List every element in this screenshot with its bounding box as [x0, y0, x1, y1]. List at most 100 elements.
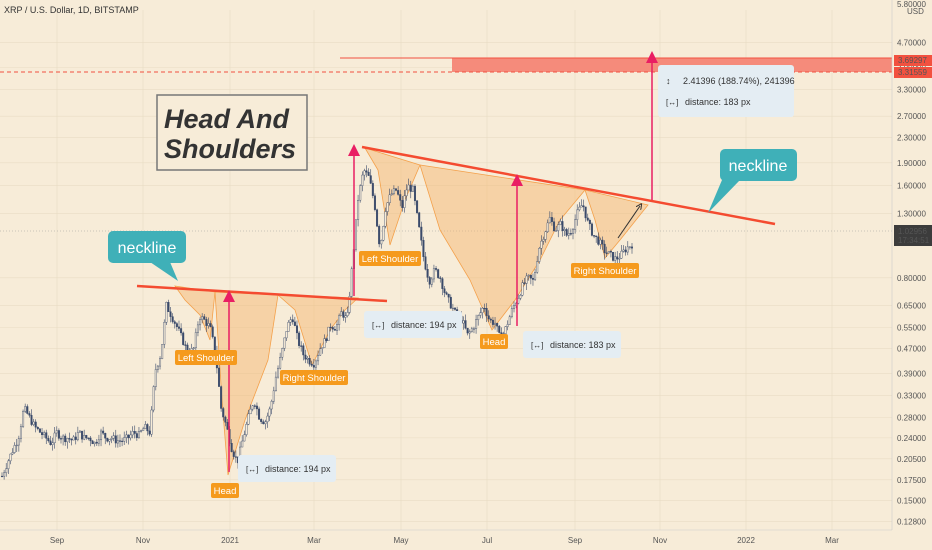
candle-body — [521, 282, 524, 296]
candle-body — [331, 327, 334, 330]
candle-body — [135, 433, 138, 438]
candle-body — [572, 229, 575, 234]
axis-top-value: 5.80000 — [897, 0, 926, 9]
candle-body — [487, 315, 490, 320]
candle-body — [161, 344, 164, 359]
price-flag-2-text: 3.31559 — [898, 68, 927, 77]
candle-body — [28, 413, 31, 416]
candle-body — [359, 185, 362, 201]
candle-body — [70, 438, 73, 441]
candle-body — [605, 252, 608, 254]
candle-body — [481, 307, 484, 313]
candle-body — [519, 295, 522, 299]
candle-body — [413, 185, 416, 201]
candle-body — [81, 430, 84, 440]
candle-body — [557, 224, 560, 231]
candle-body — [201, 316, 204, 320]
candle-body — [203, 316, 206, 320]
measure-box-3-text: distance: 183 px — [550, 340, 616, 350]
candle-body — [241, 440, 244, 448]
candle-body — [209, 323, 212, 328]
candle-body — [588, 220, 591, 225]
candle-body — [177, 326, 180, 329]
candle-body — [262, 421, 265, 425]
candle-body — [87, 437, 90, 439]
candle-body — [51, 442, 54, 445]
candle-body — [173, 321, 176, 324]
candle-body — [536, 261, 539, 273]
candle-body — [205, 319, 208, 326]
y-tick-label: 1.60000 — [897, 182, 926, 191]
neckline-1 — [136, 284, 388, 303]
label-p2-right-shoulder-text: Right Shoulder — [574, 266, 637, 277]
candle-body — [527, 274, 530, 277]
x-tick-label: Nov — [136, 536, 150, 545]
candle-body — [626, 246, 629, 253]
candle-body — [19, 426, 22, 439]
candle-body — [258, 408, 261, 420]
candle-body — [363, 170, 366, 176]
y-tick-label: 0.20500 — [897, 455, 926, 464]
candle-body — [416, 200, 419, 213]
y-tick-label: 0.55000 — [897, 324, 926, 333]
candle-body — [451, 307, 454, 310]
candle-body — [3, 472, 6, 477]
y-tick-label: 0.17500 — [897, 476, 926, 485]
measure-box-3: [↔] distance: 183 px — [523, 331, 621, 358]
candle-body — [272, 390, 275, 402]
candle-body — [599, 239, 602, 245]
candle-body — [614, 256, 617, 261]
candle-body — [123, 437, 126, 442]
breakout-arrow — [617, 206, 640, 239]
candle-body — [584, 206, 587, 219]
candle-body — [234, 456, 237, 458]
candle-body — [534, 272, 537, 280]
candle-body — [287, 322, 290, 332]
candle-body — [369, 175, 372, 184]
candle-body — [268, 408, 271, 417]
y-tick-label: 0.12800 — [897, 517, 926, 526]
x-tick-label: 2022 — [737, 536, 755, 545]
candle-body — [150, 409, 153, 435]
candle-body — [129, 434, 132, 439]
label-p2-right-shoulder: Right Shoulder — [571, 263, 639, 278]
candle-body — [264, 421, 267, 425]
candle-body — [167, 302, 170, 312]
candle-body — [89, 437, 92, 442]
candle-body — [399, 194, 402, 201]
candle-body — [213, 336, 216, 353]
x-tick-label: Nov — [653, 536, 667, 545]
time-axis: Sep Nov 2021 Mar May Jul Sep Nov 2022 Mar — [0, 529, 892, 545]
candle-body — [32, 421, 35, 425]
candle-body — [616, 256, 619, 260]
candle-body — [603, 243, 606, 254]
candle-body — [72, 436, 75, 441]
measure-box-2: [↔] distance: 194 px — [364, 311, 462, 338]
candle-body — [390, 193, 393, 196]
candle-body — [561, 221, 564, 231]
x-tick-label: Sep — [568, 536, 583, 545]
candle-body — [38, 428, 41, 433]
y-tick-label: 0.65000 — [897, 301, 926, 310]
price-flag-2 — [894, 67, 932, 78]
pattern1-right-shoulder-area — [276, 294, 359, 367]
candle-body — [538, 248, 541, 262]
candle-body — [354, 219, 357, 250]
candle-body — [76, 432, 79, 440]
candle-body — [102, 430, 105, 434]
label-p2-left-shoulder-text: Left Shoulder — [362, 254, 419, 265]
candle-body — [230, 443, 233, 452]
candle-body — [618, 258, 621, 260]
measure-box-1-icon: [↔] — [246, 465, 258, 474]
candle-body — [55, 430, 58, 434]
candle-body — [338, 315, 341, 325]
candle-body — [78, 430, 81, 433]
candle-body — [483, 307, 486, 310]
candle-body — [226, 422, 229, 430]
candle-body — [548, 217, 551, 224]
candle-body — [373, 195, 376, 210]
candle-body — [281, 348, 284, 358]
candle-body — [506, 324, 509, 327]
candle-body — [175, 323, 178, 328]
